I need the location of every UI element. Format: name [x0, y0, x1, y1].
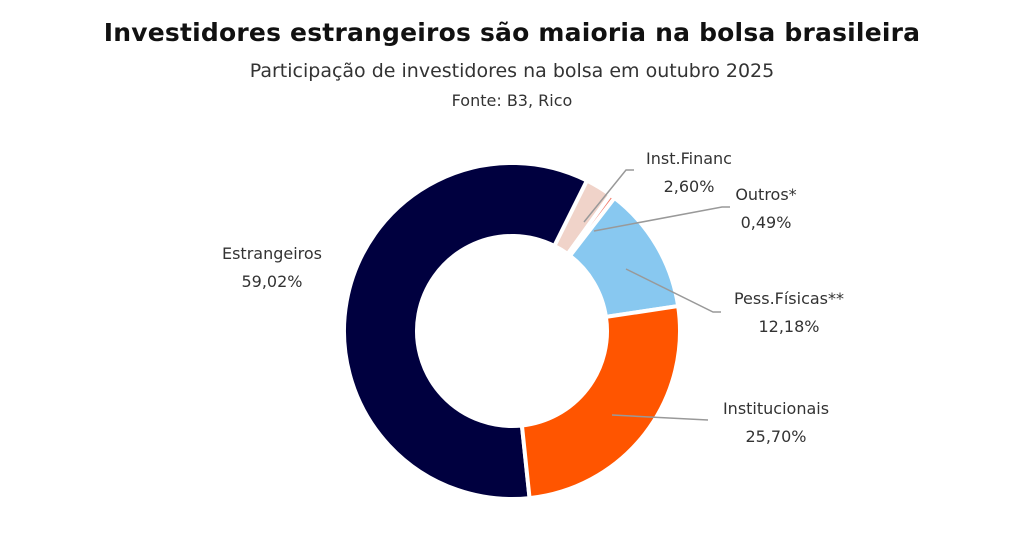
slice-label: Inst.Financ — [646, 149, 732, 168]
leader-line — [593, 206, 730, 232]
chart-subtitle: Participação de investidores na bolsa em… — [249, 60, 775, 82]
chart-title: Investidores estrangeiros são maioria na… — [103, 18, 921, 47]
slice-institucionais — [519, 303, 682, 501]
slice-value-label: 0,49% — [741, 213, 792, 232]
chart-source: Fonte: B3, Rico — [451, 91, 573, 110]
slice-value-label: 59,02% — [241, 272, 302, 291]
slice-label: Outros* — [735, 185, 796, 204]
slice-label: Pess.Físicas** — [734, 289, 844, 308]
slice-value-label: 12,18% — [758, 317, 819, 336]
slice-label: Estrangeiros — [222, 244, 322, 263]
slice-label: Institucionais — [723, 399, 829, 418]
leader-line — [583, 169, 634, 223]
leader-line — [625, 268, 721, 313]
slice-value-label: 2,60% — [664, 177, 715, 196]
slice-estrangeiros — [342, 161, 590, 501]
leader-line — [611, 414, 709, 421]
slice-value-label: 25,70% — [745, 427, 806, 446]
